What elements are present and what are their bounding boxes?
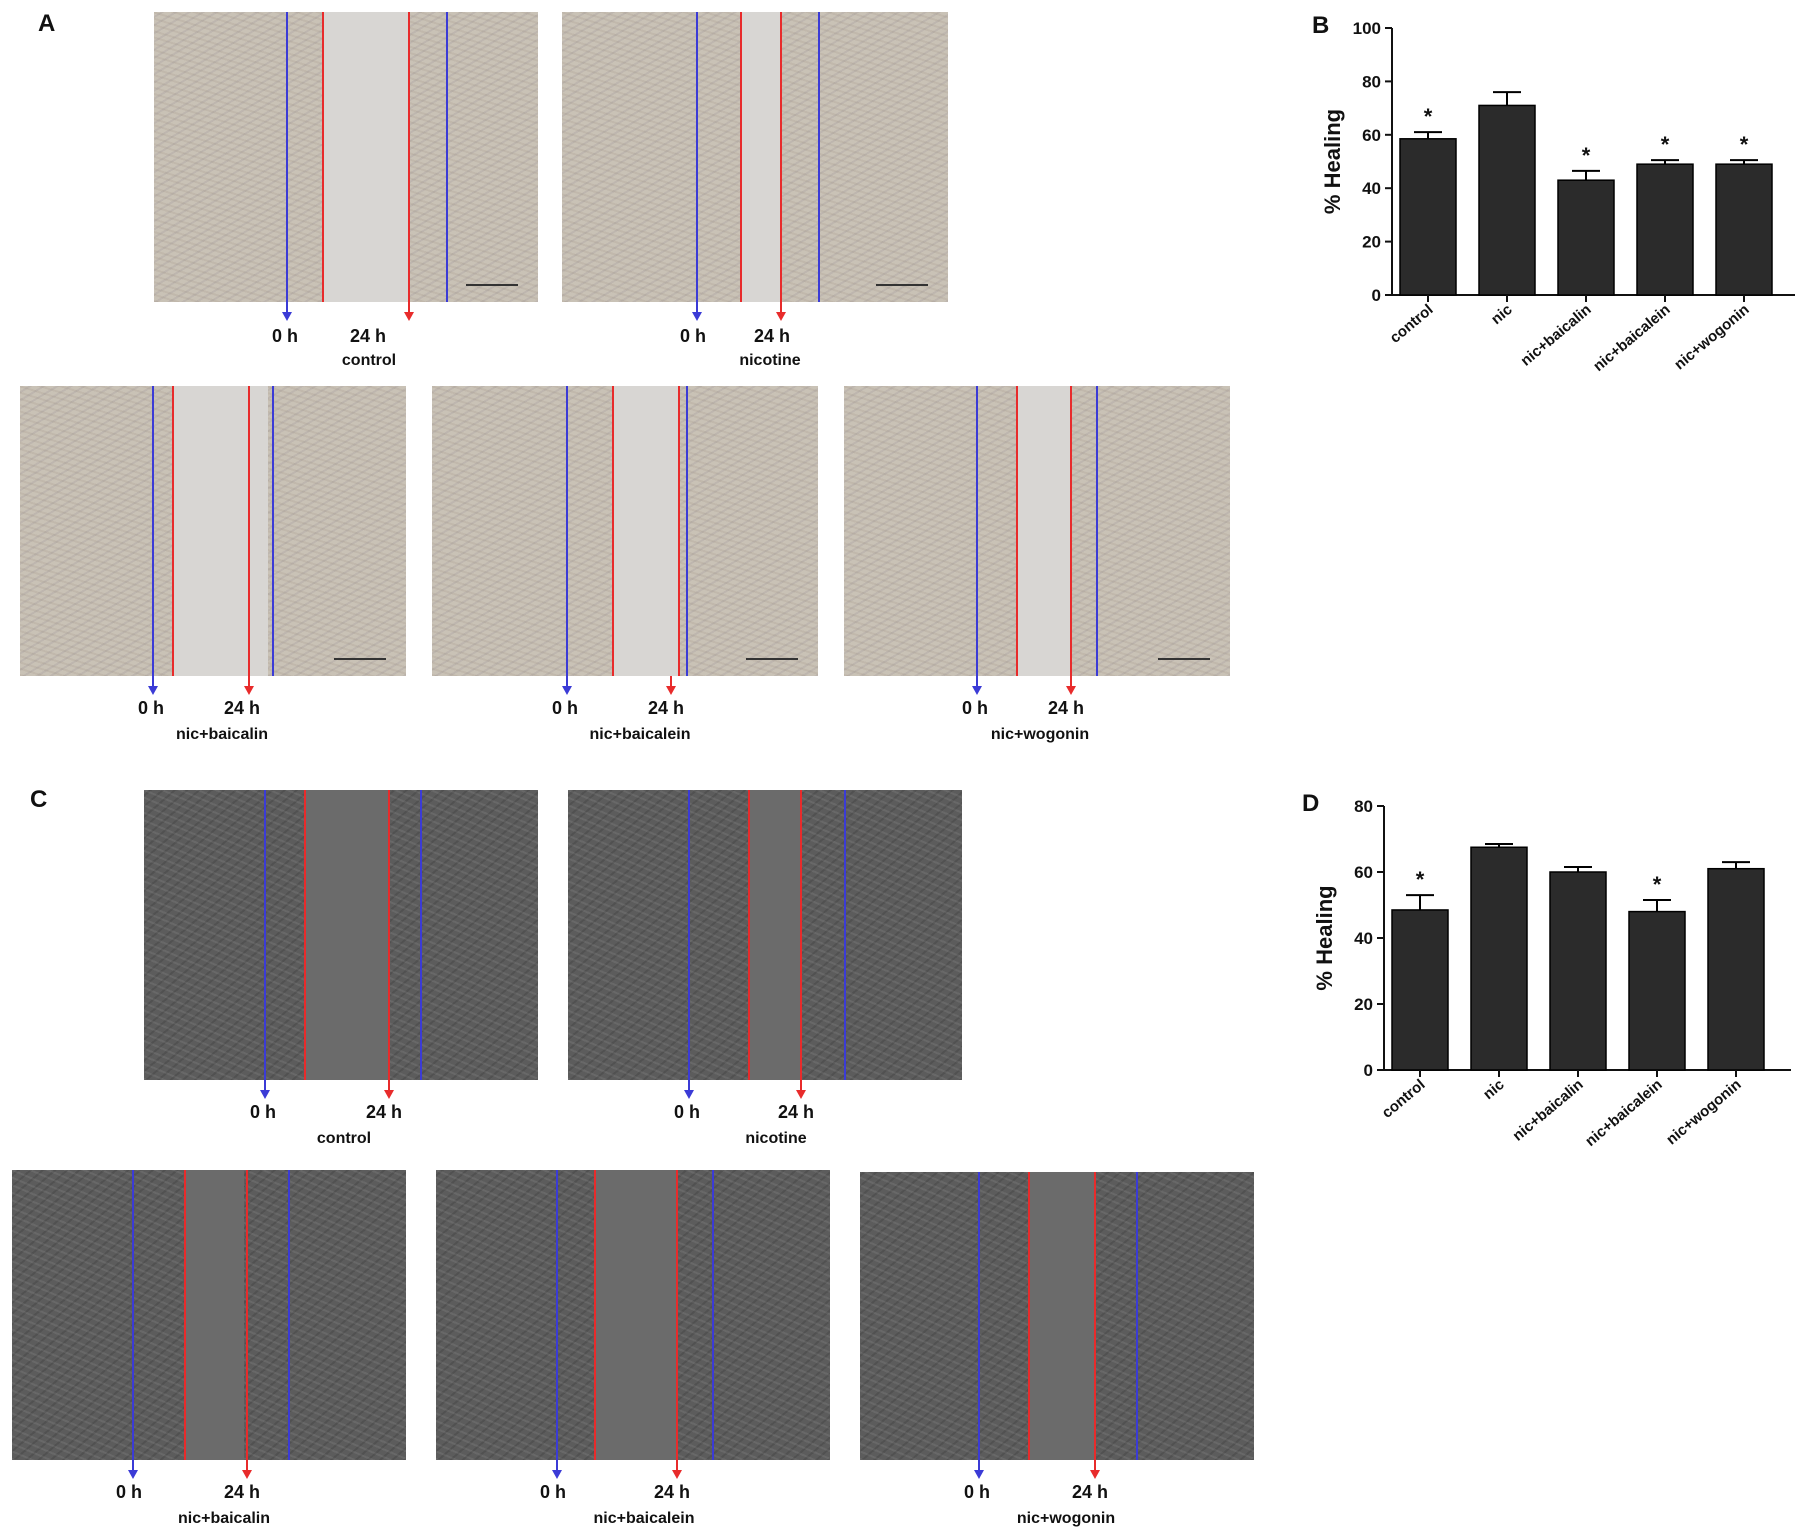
condition-label-nic-baicalein: nic+baicalein: [593, 1510, 695, 1527]
label-0h: 0 h: [674, 1102, 701, 1122]
condition-label-nic-wogonin: nic+wogonin: [1016, 1510, 1116, 1527]
micrograph-c-nic-baicalin: [12, 1170, 406, 1460]
label-24h: 24 h: [754, 326, 791, 346]
bar: [1715, 163, 1773, 296]
bar: [1399, 138, 1457, 296]
label-24h: 24 h: [778, 1102, 815, 1122]
label-0h: 0 h: [138, 698, 165, 718]
label-24h: 24 h: [648, 698, 685, 718]
bar: [1628, 910, 1686, 1071]
bar: [1707, 867, 1765, 1071]
condition-label-control: control: [316, 1130, 372, 1147]
y-tick-label: 60: [1362, 126, 1381, 145]
y-axis-label: % Healing: [1312, 885, 1337, 990]
significance-marker: *: [1424, 104, 1433, 129]
significance-marker: *: [1740, 132, 1749, 157]
y-tick-label: 80: [1354, 797, 1373, 816]
y-tick-label: 40: [1362, 179, 1381, 198]
y-tick-label: 80: [1362, 72, 1381, 91]
micrograph-a-nic-wogonin: [844, 386, 1230, 676]
label-24h: 24 h: [1072, 1482, 1109, 1502]
x-tick-label: nic+baicalin: [1518, 301, 1595, 369]
label-0h: 0 h: [552, 698, 579, 718]
significance-marker: *: [1582, 143, 1591, 168]
label-24h: 24 h: [1048, 698, 1085, 718]
micrograph-a-control: [154, 12, 538, 302]
panel-label-d: D: [1302, 790, 1320, 817]
panel-label-b: B: [1312, 12, 1330, 39]
label-24h: 24 h: [366, 1102, 403, 1122]
condition-label-nic-baicalin: nic+baicalin: [175, 726, 269, 743]
y-tick-label: 40: [1354, 929, 1373, 948]
label-0h: 0 h: [116, 1482, 143, 1502]
bar: [1470, 846, 1528, 1071]
micrograph-a-nicotine: [562, 12, 948, 302]
bar: [1391, 909, 1449, 1071]
y-tick-label: 20: [1362, 233, 1381, 252]
condition-label-nic-baicalin: nic+baicalin: [177, 1510, 271, 1527]
y-tick-label: 0: [1372, 286, 1381, 305]
bar: [1557, 179, 1615, 296]
y-tick-label: 0: [1364, 1061, 1373, 1080]
x-tick-label: nic+wogonin: [1663, 1076, 1744, 1148]
label-0h: 0 h: [272, 326, 299, 346]
significance-marker: *: [1653, 872, 1662, 897]
y-axis-label: % Healing: [1320, 109, 1345, 214]
bar: [1549, 871, 1607, 1071]
x-tick-label: control: [1379, 1076, 1429, 1122]
condition-label-nicotine: nicotine: [739, 352, 801, 369]
micrograph-a-nic-baicalein: [432, 386, 818, 676]
label-0h: 0 h: [250, 1102, 277, 1122]
panel-label-a: A: [38, 10, 56, 37]
bar: [1478, 104, 1536, 296]
label-0h: 0 h: [540, 1482, 567, 1502]
label-0h: 0 h: [962, 698, 989, 718]
x-tick-label: nic+baicalein: [1590, 301, 1673, 375]
y-tick-label: 100: [1353, 19, 1381, 38]
label-24h: 24 h: [224, 698, 261, 718]
bar-chart-d: 0 20 40 60 80 % Healing * control nic nic+baicali…: [1312, 797, 1791, 1150]
y-tick-label: 60: [1354, 863, 1373, 882]
micrograph-c-control: [144, 790, 538, 1080]
significance-marker: *: [1416, 867, 1425, 892]
micrograph-a-nic-baicalin: [20, 386, 406, 676]
x-tick-label: nic+baicalin: [1510, 1076, 1587, 1144]
condition-label-control: control: [341, 352, 397, 369]
condition-label-nicotine: nicotine: [745, 1130, 807, 1147]
bar: [1636, 163, 1694, 296]
bar-chart-b: 0 20 40 60 80 100 % Healing * control nic * nic+bai…: [1320, 19, 1795, 375]
label-0h: 0 h: [964, 1482, 991, 1502]
x-tick-label: nic: [1488, 301, 1516, 328]
significance-marker: *: [1661, 132, 1670, 157]
label-24h: 24 h: [350, 326, 387, 346]
x-tick-label: nic+baicalein: [1582, 1076, 1665, 1150]
condition-label-nic-wogonin: nic+wogonin: [990, 726, 1090, 743]
label-0h: 0 h: [680, 326, 707, 346]
label-24h: 24 h: [224, 1482, 261, 1502]
micrograph-c-nic-baicalein: [436, 1170, 830, 1460]
x-tick-label: nic+wogonin: [1671, 301, 1752, 373]
panel-label-c: C: [30, 786, 48, 813]
condition-label-nic-baicalein: nic+baicalein: [589, 726, 691, 743]
x-tick-label: control: [1387, 301, 1437, 347]
x-tick-label: nic: [1480, 1076, 1508, 1103]
micrograph-c-nic-wogonin: [860, 1172, 1254, 1460]
y-tick-label: 20: [1354, 995, 1373, 1014]
micrograph-c-nicotine: [568, 790, 962, 1080]
label-24h: 24 h: [654, 1482, 691, 1502]
